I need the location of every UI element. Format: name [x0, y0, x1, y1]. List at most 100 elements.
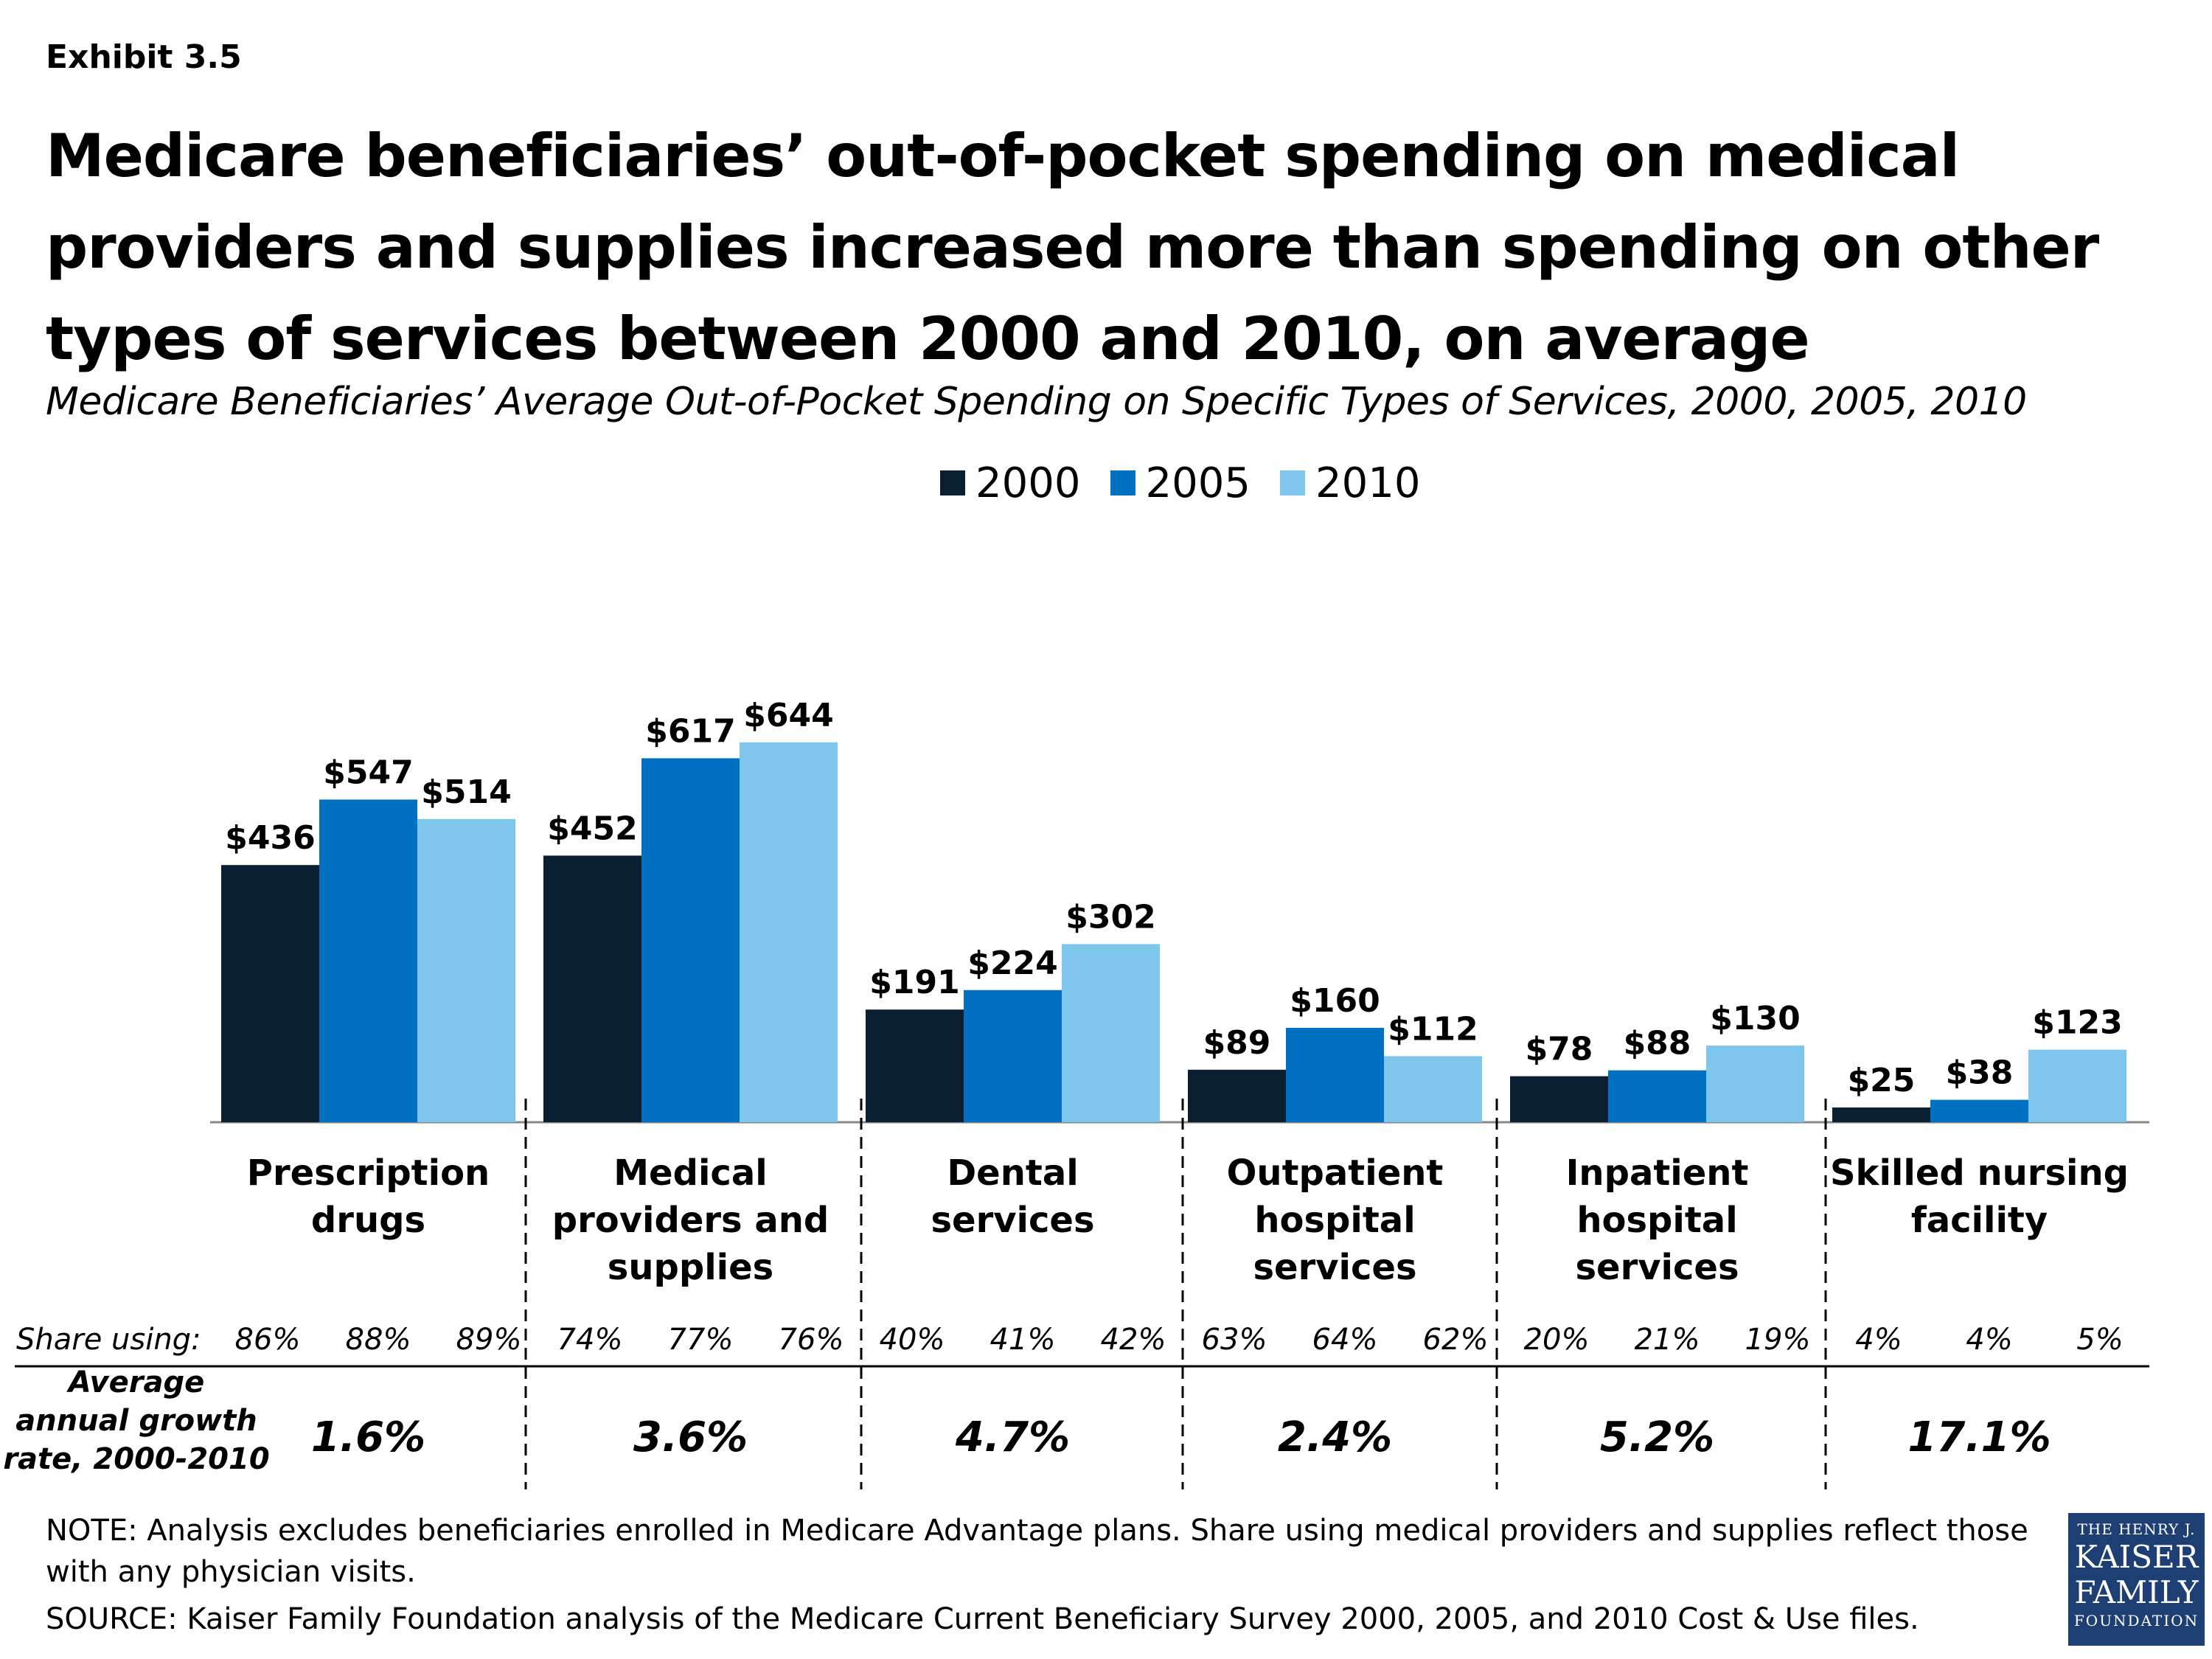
data-label-2010-4: $130: [1710, 1000, 1800, 1037]
share-using-3-0: 63%: [1202, 1323, 1267, 1357]
share-using-2-1: 41%: [990, 1323, 1056, 1357]
category-label-1-1: providers and: [552, 1200, 830, 1241]
chart-subtitle: Medicare Beneficiaries’ Average Out-of-P…: [46, 380, 2027, 424]
share-using-3-2: 62%: [1423, 1323, 1489, 1357]
share-using-0-0: 86%: [235, 1323, 301, 1357]
legend-label-2010: 2010: [1315, 459, 1421, 507]
legend-label-2000: 2000: [975, 459, 1081, 507]
exhibit-number: Exhibit 3.5: [46, 38, 242, 76]
note-text: NOTE: Analysis excludes beneficiaries en…: [46, 1514, 2028, 1589]
bar-2000-5: [1832, 1107, 1930, 1122]
bar-2000-2: [866, 1009, 964, 1122]
share-using-4-0: 20%: [1524, 1323, 1590, 1357]
logo-line-3: FAMILY: [2074, 1574, 2199, 1610]
bar-2000-3: [1188, 1069, 1286, 1122]
chart-title: Medicare beneficiaries’ out-of-pocket sp…: [46, 122, 2099, 373]
data-label-2000-5: $25: [1848, 1062, 1916, 1099]
category-label-2-1: services: [931, 1200, 1094, 1241]
data-label-2000-1: $452: [547, 810, 637, 847]
share-using-4-1: 21%: [1635, 1323, 1700, 1357]
category-label-3-1: hospital: [1254, 1200, 1415, 1241]
bar-2010-5: [2028, 1049, 2126, 1122]
share-using-1-0: 74%: [557, 1323, 623, 1357]
category-label-5-1: facility: [1911, 1200, 2048, 1241]
share-using-5-0: 4%: [1855, 1323, 1902, 1357]
logo-line-1: THE HENRY J.: [2077, 1520, 2196, 1538]
category-label-0-1: drugs: [311, 1200, 425, 1241]
legend-item-2005: 2005: [1110, 459, 1251, 507]
legend-swatch-2010: [1280, 470, 1306, 495]
legend-label-2005: 2005: [1145, 459, 1251, 507]
bar-2005-2: [964, 990, 1062, 1122]
data-label-2000-0: $436: [225, 819, 315, 857]
bar-2000-0: [221, 865, 319, 1122]
share-using-2-0: 40%: [880, 1323, 945, 1357]
growth-rate-2: 4.7%: [955, 1413, 1070, 1461]
growth-label-line-0: Average: [66, 1366, 204, 1399]
share-using-1-2: 76%: [779, 1323, 844, 1357]
growth-rate-5: 17.1%: [1907, 1413, 2051, 1461]
bar-2005-0: [319, 799, 417, 1122]
share-using-label: Share using:: [16, 1323, 201, 1357]
bar-2000-1: [543, 855, 641, 1122]
growth-rate-4: 5.2%: [1600, 1413, 1714, 1461]
data-label-2010-1: $644: [743, 697, 833, 734]
category-label-0-0: Prescription: [247, 1152, 490, 1194]
share-using-3-1: 64%: [1312, 1323, 1378, 1357]
data-label-2000-4: $78: [1526, 1031, 1593, 1068]
growth-label-line-2: rate, 2000-2010: [3, 1442, 269, 1476]
bar-2010-4: [1706, 1046, 1804, 1122]
bar-2010-0: [417, 818, 515, 1122]
growth-rate-3: 2.4%: [1278, 1413, 1392, 1461]
category-label-1-0: Medical: [613, 1152, 767, 1194]
logo-line-4: FOUNDATION: [2073, 1612, 2199, 1630]
data-label-2000-3: $89: [1203, 1024, 1271, 1062]
category-label-3-2: services: [1253, 1247, 1416, 1288]
data-label-2005-2: $224: [967, 945, 1057, 982]
data-label-2010-2: $302: [1065, 898, 1155, 936]
share-using-2-2: 42%: [1101, 1323, 1166, 1357]
share-using-5-2: 5%: [2076, 1323, 2123, 1357]
share-using-1-1: 77%: [668, 1323, 734, 1357]
share-using-4-2: 19%: [1745, 1323, 1811, 1357]
bar-2010-1: [740, 742, 838, 1122]
chart-legend: 2000 2005 2010: [940, 457, 1421, 509]
growth-rate-0: 1.6%: [311, 1413, 425, 1461]
legend-item-2000: 2000: [940, 459, 1081, 507]
data-label-2000-2: $191: [869, 964, 959, 1001]
category-label-1-2: supplies: [608, 1247, 774, 1288]
data-label-2010-5: $123: [2032, 1004, 2122, 1042]
bar-2005-4: [1608, 1070, 1706, 1122]
category-label-4-0: Inpatient: [1566, 1152, 1749, 1194]
bar-2000-4: [1510, 1076, 1608, 1122]
data-label-2005-5: $38: [1946, 1054, 2014, 1092]
data-label-2005-0: $547: [323, 754, 413, 791]
growth-label-line-1: annual growth: [15, 1404, 257, 1438]
share-using-0-1: 88%: [346, 1323, 411, 1357]
category-label-4-2: services: [1575, 1247, 1739, 1288]
bar-2005-1: [641, 758, 740, 1122]
growth-rate-1: 3.6%: [633, 1413, 748, 1461]
bar-2005-5: [1930, 1099, 2028, 1122]
share-using-5-1: 4%: [1966, 1323, 2012, 1357]
category-label-2-0: Dental: [947, 1152, 1078, 1194]
logo-line-2: KAISER: [2074, 1539, 2199, 1575]
category-label-3-0: Outpatient: [1227, 1152, 1444, 1194]
kff-logo: THE HENRY J. KAISER FAMILY FOUNDATION: [2068, 1513, 2205, 1646]
share-using-0-2: 89%: [456, 1323, 522, 1357]
bar-2010-2: [1062, 944, 1160, 1122]
data-label-2010-0: $514: [421, 773, 511, 811]
bar-2005-3: [1286, 1028, 1384, 1122]
data-label-2005-4: $88: [1624, 1025, 1691, 1062]
data-label-2005-3: $160: [1290, 982, 1380, 1020]
legend-swatch-2000: [940, 470, 965, 495]
legend-swatch-2005: [1110, 470, 1135, 495]
bar-2010-3: [1384, 1056, 1482, 1122]
category-label-4-1: hospital: [1576, 1200, 1737, 1241]
source-text: SOURCE: Kaiser Family Foundation analysi…: [46, 1602, 1919, 1636]
legend-item-2010: 2010: [1280, 459, 1421, 507]
data-label-2010-3: $112: [1388, 1010, 1478, 1048]
data-label-2005-1: $617: [645, 712, 735, 750]
category-label-5-0: Skilled nursing: [1830, 1152, 2129, 1194]
